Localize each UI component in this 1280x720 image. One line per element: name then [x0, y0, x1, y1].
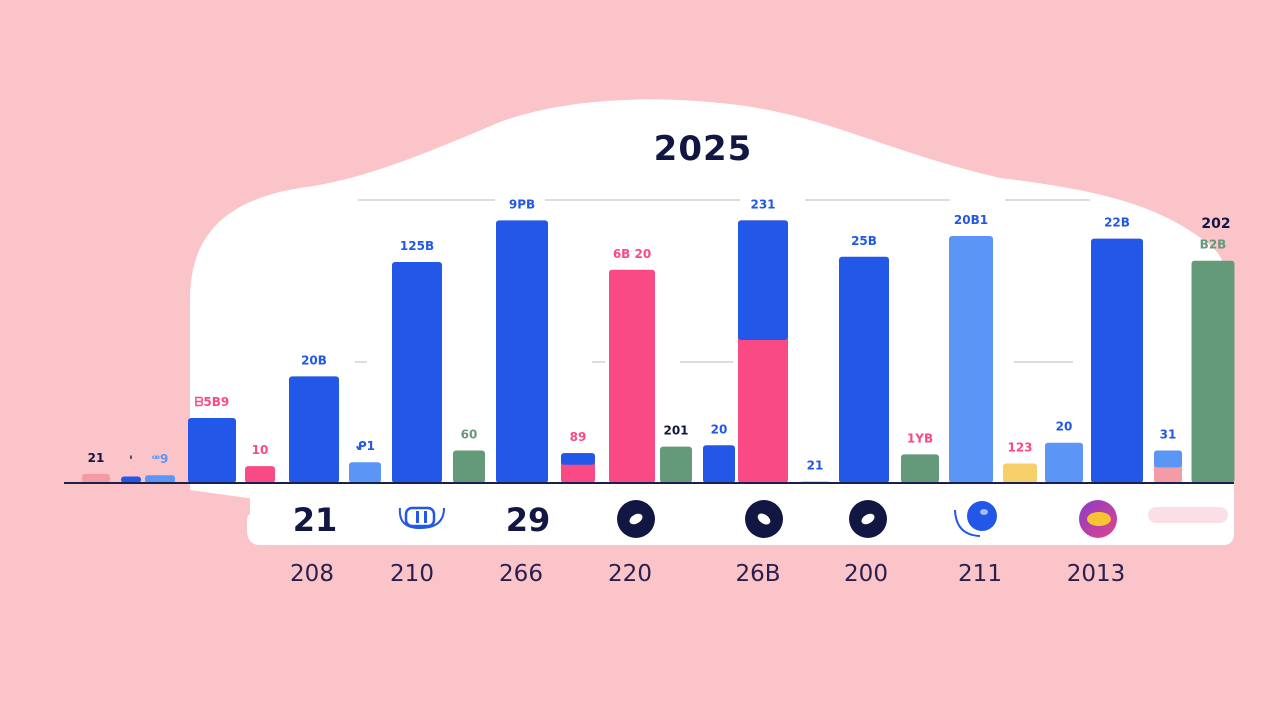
bar-20-label: 123 — [1007, 441, 1032, 455]
icon-row: 21 29 — [293, 500, 1228, 539]
bar-15-label: 231 — [750, 197, 775, 211]
chart-title: 2025 — [654, 129, 753, 169]
bar-19 — [949, 236, 993, 483]
bar-9 — [453, 450, 485, 483]
x-tick-label: 220 — [608, 561, 652, 587]
bar-3 — [145, 475, 175, 483]
bar-17-label: 25B — [851, 234, 877, 248]
dark-circle-icon — [745, 500, 783, 538]
bar-1 — [82, 473, 110, 483]
bar-13 — [660, 446, 692, 483]
bar-5 — [245, 466, 275, 483]
bar-15-top-segment — [738, 220, 788, 340]
bar-24 — [1191, 260, 1235, 483]
bar-19-label: 20B1 — [954, 213, 988, 227]
bar-12-label: 6B 20 — [613, 247, 651, 261]
blank-pill-icon — [1148, 507, 1228, 523]
bar-9-label: 60 — [461, 428, 478, 442]
bar-8 — [392, 262, 442, 483]
x-tick-label: 210 — [390, 561, 434, 587]
ring-row-panel — [250, 488, 1234, 545]
bar-6-label: 20B — [301, 353, 327, 367]
bar-1-label: 21 — [88, 451, 105, 465]
dark-circle-icon — [617, 500, 655, 538]
bar-10 — [496, 220, 548, 483]
bar-11-top-segment — [561, 453, 595, 465]
x-tick-label: 266 — [499, 561, 543, 587]
bar-3-label: ꟹ9 — [152, 452, 169, 466]
bar-22-label: 22B — [1104, 216, 1130, 230]
guide-lines — [355, 199, 1090, 363]
x-tick-label: 208 — [290, 561, 334, 587]
bar-17 — [839, 256, 889, 483]
row-label-second: 29 — [506, 501, 551, 539]
x-tick-label: 211 — [958, 561, 1002, 587]
bar-11-label: 89 — [570, 430, 587, 444]
x-tick-label: 26B — [735, 561, 780, 587]
blue-circle-icon — [954, 501, 997, 537]
bar-20 — [1003, 463, 1037, 483]
bar-2 — [121, 476, 141, 483]
bar-16-label: 21 — [807, 459, 824, 473]
bars-group — [82, 220, 1235, 483]
x-tick-label: 2013 — [1067, 561, 1126, 587]
bar-14-label: 20 — [711, 422, 728, 436]
bar-21-label: 20 — [1056, 420, 1073, 434]
x-tick-label: 200 — [844, 561, 888, 587]
row-label-first: 21 — [293, 501, 338, 539]
bar-14 — [703, 445, 735, 483]
bar-23-label: 31 — [1160, 428, 1177, 442]
ring-icon — [398, 506, 445, 530]
bar-6 — [289, 376, 339, 483]
bar-7 — [349, 462, 381, 483]
bar-24-label: B2B — [1200, 238, 1227, 252]
bar-23-top-segment — [1154, 450, 1182, 468]
x-tick-labels: 208 210 266 220 26B 200 211 2013 — [290, 561, 1125, 587]
bar-18-label: 1YB — [907, 431, 933, 445]
bar-7-label: ᕵ1 — [355, 439, 375, 453]
bar-21 — [1045, 442, 1083, 483]
bar-4 — [188, 418, 236, 483]
extra-label: 202 — [1201, 216, 1230, 232]
bar-18 — [901, 454, 939, 483]
bar-10-label: 9PB — [509, 197, 535, 211]
bar-12 — [609, 269, 655, 483]
bar-8-label: 125B — [400, 239, 434, 253]
dark-circle-icon — [849, 500, 887, 538]
gradient-circle-icon — [1079, 500, 1117, 538]
bar-22 — [1091, 238, 1143, 483]
bar-2-label: ' — [129, 454, 133, 468]
bar-5-label: 10 — [252, 443, 269, 457]
bar-4-label: ᗷ5B9 — [195, 395, 230, 409]
bar-13-label: 201 — [663, 424, 688, 438]
